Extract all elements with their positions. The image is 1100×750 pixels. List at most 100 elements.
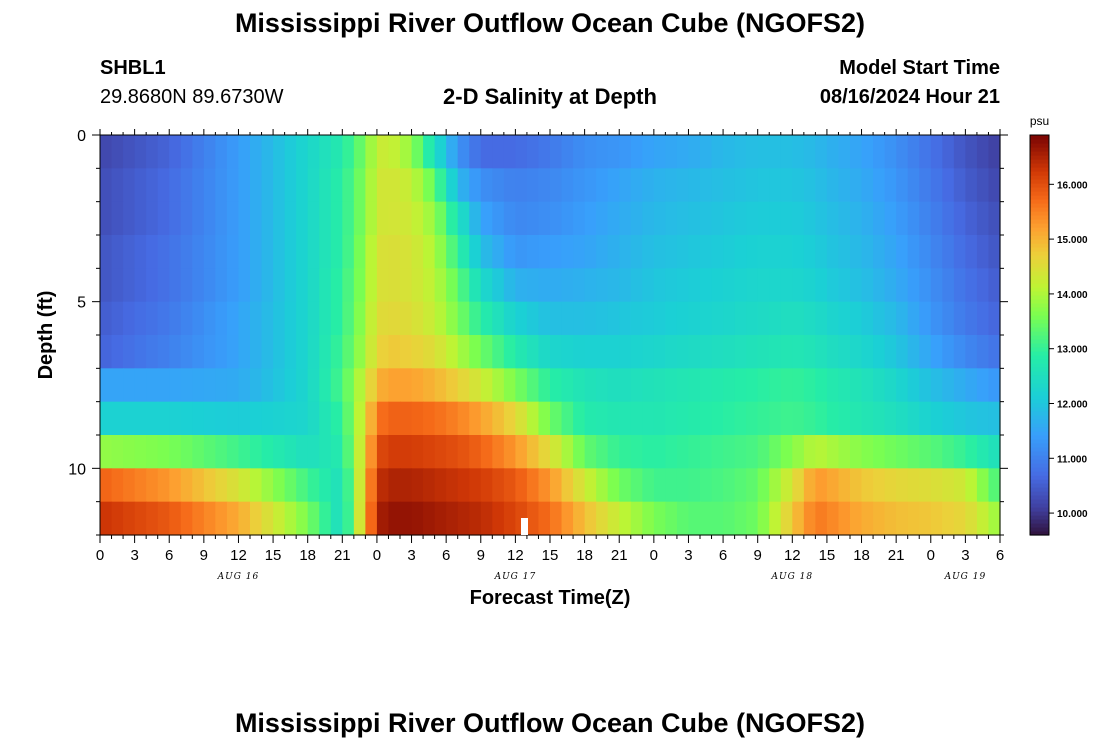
heatmap-cell	[538, 501, 551, 536]
heatmap-cell	[642, 401, 655, 436]
heatmap-cell	[653, 168, 666, 203]
heatmap-cell	[434, 401, 447, 436]
colorbar-segment	[1030, 187, 1049, 192]
heatmap-cell	[676, 401, 690, 436]
x-tick-label: 6	[719, 547, 727, 564]
heatmap-cell	[423, 501, 436, 536]
heatmap-cell	[273, 135, 286, 169]
heatmap-cell	[792, 301, 805, 336]
heatmap-cell	[180, 468, 193, 503]
heatmap-cell	[307, 435, 320, 469]
x-date-label: AUG 16	[217, 572, 260, 582]
heatmap-cell	[665, 135, 678, 169]
heatmap-cell	[596, 301, 609, 336]
heatmap-cell	[838, 135, 851, 169]
heatmap-cell	[457, 368, 470, 403]
heatmap-cell	[411, 201, 424, 236]
heatmap-cell	[284, 368, 297, 403]
heatmap-cell	[330, 135, 343, 169]
heatmap-cell	[573, 501, 586, 536]
heatmap-cell	[630, 268, 643, 303]
x-tick-label: 0	[373, 547, 381, 564]
heatmap-cell	[942, 401, 955, 436]
heatmap-cell	[100, 368, 113, 403]
heatmap-cell	[100, 335, 113, 369]
colorbar-segment	[1030, 531, 1049, 536]
heatmap-cell	[192, 235, 205, 269]
heatmap-cell	[815, 468, 828, 503]
heatmap-cell	[388, 401, 401, 436]
heatmap-cell	[515, 135, 528, 169]
colorbar-segment	[1030, 167, 1049, 172]
heatmap-cell	[676, 201, 690, 236]
heatmap-cell	[757, 235, 770, 269]
heatmap-cell	[180, 201, 193, 236]
heatmap-cell	[676, 135, 690, 169]
heatmap-cell	[676, 268, 690, 303]
heatmap-cell	[169, 368, 182, 403]
heatmap-cell	[400, 201, 413, 236]
heatmap-cell	[873, 168, 886, 203]
x-date-label: AUG 17	[494, 572, 537, 582]
heatmap-cell	[526, 268, 540, 303]
heatmap-cell	[630, 435, 643, 469]
heatmap-cell	[296, 235, 309, 269]
heatmap-cell	[907, 401, 920, 436]
heatmap-cell	[930, 435, 943, 469]
heatmap-cell	[896, 135, 909, 169]
heatmap-cell	[573, 468, 586, 503]
heatmap-cell	[342, 168, 355, 203]
heatmap-cell	[953, 368, 966, 403]
colorbar-segment	[1030, 263, 1049, 268]
heatmap-cell	[215, 168, 228, 203]
heatmap-cell	[146, 301, 159, 336]
heatmap-cell	[688, 468, 701, 503]
heatmap-cell	[480, 501, 493, 536]
heatmap-cell	[976, 401, 990, 436]
heatmap-cell	[838, 401, 851, 436]
colorbar-segment	[1030, 295, 1049, 300]
colorbar-segment	[1030, 435, 1049, 440]
heatmap-cell	[688, 501, 701, 536]
heatmap-cell	[665, 401, 678, 436]
heatmap-cell	[157, 235, 170, 269]
heatmap-cell	[134, 468, 147, 503]
heatmap-cell	[930, 201, 943, 236]
colorbar-segment	[1030, 311, 1049, 316]
heatmap-cell	[376, 435, 390, 469]
heatmap-cell	[400, 268, 413, 303]
x-date-label: AUG 19	[944, 572, 987, 582]
heatmap-cell	[157, 335, 170, 369]
heatmap-cell	[653, 468, 666, 503]
heatmap-cell	[238, 268, 251, 303]
heatmap-cell	[953, 401, 966, 436]
heatmap-cell	[307, 301, 320, 336]
heatmap-cell	[215, 501, 228, 536]
heatmap-cell	[434, 335, 447, 369]
heatmap-cell	[596, 435, 609, 469]
heatmap-cell	[930, 368, 943, 403]
colorbar-segment	[1030, 271, 1049, 276]
heatmap-cell	[388, 368, 401, 403]
heatmap-cell	[146, 401, 159, 436]
colorbar-segment	[1030, 499, 1049, 504]
heatmap-cell	[976, 435, 990, 469]
x-tick-label: 6	[442, 547, 450, 564]
colorbar-segment	[1030, 303, 1049, 308]
heatmap-cell	[111, 268, 124, 303]
y-tick-label: 10	[68, 461, 86, 478]
heatmap-cell	[226, 301, 240, 336]
heatmap-cell	[365, 368, 378, 403]
heatmap-cell	[284, 235, 297, 269]
heatmap-cell	[815, 135, 828, 169]
heatmap-cell	[907, 368, 920, 403]
heatmap-cell	[238, 501, 251, 536]
x-tick-label: 3	[684, 547, 692, 564]
heatmap-cell	[134, 268, 147, 303]
heatmap-cell	[826, 335, 840, 369]
x-axis: 0 3 6 9 12 15 18 21 0 3 6 9 12 15 18 21 0 3 6 9 12 15 18 21 0 3 6A…	[96, 129, 1004, 582]
heatmap-cell	[757, 435, 770, 469]
heatmap-cell	[111, 468, 124, 503]
heatmap-cell	[296, 201, 309, 236]
colorbar-segment	[1030, 323, 1049, 328]
